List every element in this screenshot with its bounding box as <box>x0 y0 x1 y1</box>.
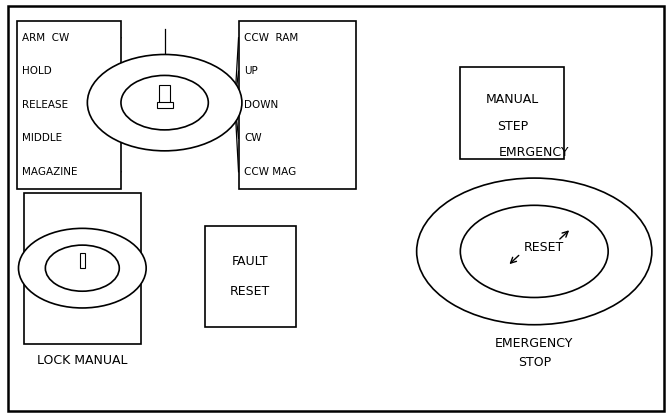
Text: CCW MAG: CCW MAG <box>244 167 296 177</box>
Text: EMERGENCY: EMERGENCY <box>495 337 573 350</box>
Text: CW: CW <box>244 133 261 143</box>
Text: RESET: RESET <box>230 285 270 298</box>
Circle shape <box>18 228 146 308</box>
Text: LOCK MANUAL: LOCK MANUAL <box>37 354 128 367</box>
Text: HOLD: HOLD <box>22 66 52 76</box>
Text: MAGAZINE: MAGAZINE <box>22 167 78 177</box>
Circle shape <box>45 245 120 291</box>
Text: STEP: STEP <box>497 120 528 134</box>
Bar <box>159 85 170 103</box>
Text: ARM  CW: ARM CW <box>22 33 69 43</box>
Bar <box>24 193 141 344</box>
Text: EMRGENCY: EMRGENCY <box>499 146 569 159</box>
Circle shape <box>87 54 242 151</box>
Text: MANUAL: MANUAL <box>486 93 539 106</box>
Bar <box>80 253 85 268</box>
Bar <box>157 102 173 108</box>
Text: RELEASE: RELEASE <box>22 100 69 110</box>
Bar <box>17 21 121 189</box>
Text: RESET: RESET <box>524 241 564 254</box>
Circle shape <box>460 205 608 297</box>
Text: STOP: STOP <box>517 356 551 369</box>
Bar <box>205 226 296 327</box>
Text: MIDDLE: MIDDLE <box>22 133 62 143</box>
Text: DOWN: DOWN <box>244 100 278 110</box>
Circle shape <box>121 75 208 130</box>
Text: CCW  RAM: CCW RAM <box>244 33 298 43</box>
Bar <box>460 67 564 159</box>
Text: FAULT: FAULT <box>232 255 269 268</box>
Bar <box>239 21 356 189</box>
Text: UP: UP <box>244 66 257 76</box>
Circle shape <box>417 178 652 325</box>
